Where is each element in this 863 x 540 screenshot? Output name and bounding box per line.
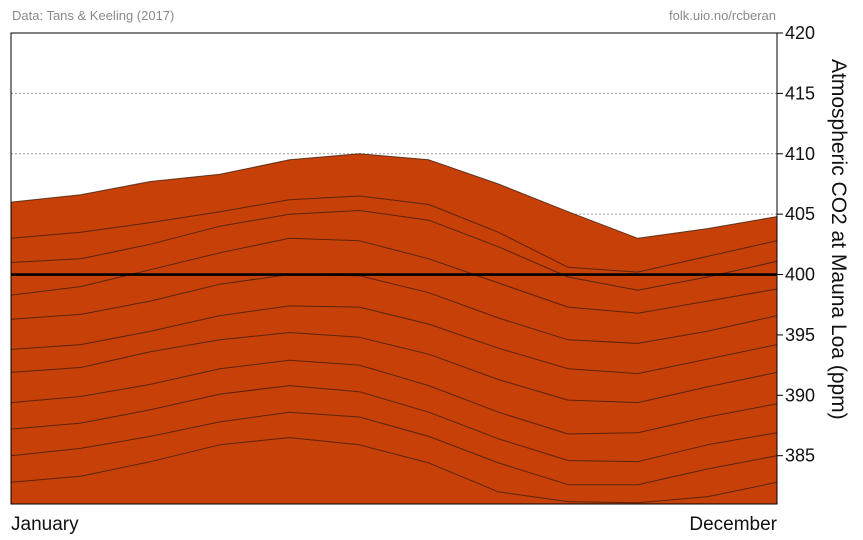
source-note: Data: Tans & Keeling (2017) bbox=[12, 8, 174, 23]
year-bands bbox=[11, 153, 777, 504]
line-2015 bbox=[11, 195, 777, 273]
line-2006 bbox=[11, 437, 777, 504]
line-2009 bbox=[11, 359, 777, 435]
line-2016 bbox=[11, 153, 777, 239]
ytick-label-395: 395 bbox=[785, 325, 815, 345]
y-axis-ticks: 385 390 395 400 405 410 415 420 bbox=[777, 23, 815, 466]
line-2014 bbox=[11, 210, 777, 291]
ytick-label-390: 390 bbox=[785, 385, 815, 405]
line-2012 bbox=[11, 274, 777, 344]
y-axis-label: Atmospheric CO2 at Mauna Loa (ppm) bbox=[827, 59, 850, 420]
band-2016 bbox=[11, 153, 777, 504]
ytick-label-415: 415 bbox=[785, 83, 815, 103]
line-2007 bbox=[11, 411, 777, 486]
ytick-label-420: 420 bbox=[785, 23, 815, 43]
ytick-label-405: 405 bbox=[785, 204, 815, 224]
ytick-label-400: 400 bbox=[785, 265, 815, 285]
line-2008 bbox=[11, 385, 777, 463]
line-2013 bbox=[11, 237, 777, 314]
credit-note: folk.uio.no/rcberan bbox=[669, 8, 776, 23]
ytick-label-385: 385 bbox=[785, 446, 815, 466]
line-2011 bbox=[11, 305, 777, 375]
x-label-end: December bbox=[689, 514, 777, 535]
line-2010 bbox=[11, 332, 777, 404]
plot-frame bbox=[10, 32, 778, 505]
x-label-start: January bbox=[11, 514, 79, 535]
ytick-label-410: 410 bbox=[785, 144, 815, 164]
year-lines bbox=[11, 153, 777, 504]
